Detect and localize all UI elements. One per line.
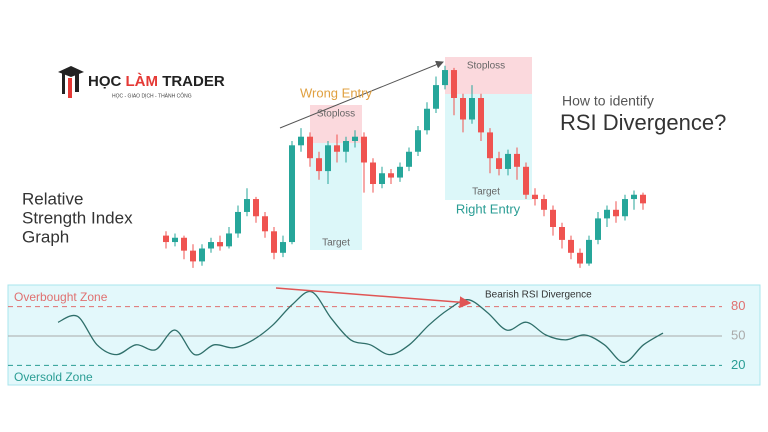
logo-word: HỌC [88,73,122,90]
logo-icon [58,66,84,77]
level-label: 20 [731,357,745,372]
candle-body [343,141,349,152]
candle-body [235,211,241,234]
logo: HỌC LÀM TRADER HỌC - GIAO DỊCH - THÀNH C… [58,66,225,99]
level-label: 50 [731,327,745,342]
candle-body [550,209,556,227]
candle-body [541,199,547,210]
zone-label: Oversold Zone [14,370,93,384]
candle-body [244,199,250,212]
candle-body [469,98,475,120]
candle-body [505,153,511,169]
candle-body [415,130,421,152]
candle-body [514,153,520,167]
candle-body [325,145,331,172]
target-label: Target [322,238,350,249]
candle-body [289,145,295,243]
level-label: 80 [731,298,745,313]
candle-body [622,199,628,217]
heading: Strength Index [22,208,133,227]
candle-body [181,237,187,251]
candle-body [388,173,394,178]
zone-label: Overbought Zone [14,290,108,304]
candle-body [280,242,286,253]
candle-body [433,85,439,109]
candle-body [352,136,358,141]
candle-body [487,132,493,159]
candle-body [379,173,385,184]
heading: Graph [22,227,69,246]
candle-body [613,209,619,217]
candle-body [298,136,304,146]
candle-body [424,108,430,131]
candle-body [307,136,313,159]
plot: 20 50 80 [8,65,745,372]
stoploss-label: Stoploss [467,61,505,72]
trend-arrow [279,60,444,129]
candle-body [568,239,574,253]
candle-body [172,237,178,243]
candle-body [631,194,637,200]
candle-body [523,166,529,195]
subtitle: How to identify [562,93,654,109]
candle-body [577,252,583,264]
candle-body [370,162,376,184]
candle-body [595,218,601,240]
rsi-line [57,290,664,364]
candle-body [316,158,322,172]
title: RSI Divergence? [560,110,726,135]
divergence-label: Bearish RSI Divergence [485,290,592,301]
logo-icon [68,78,72,98]
candle-body [253,199,259,217]
rsi-panel [7,284,761,386]
divergence-arrow [275,287,472,309]
candle-body [208,242,214,249]
candle-body [361,136,367,163]
candle-body [460,98,466,120]
logo-text: HỌC LÀM TRADER [88,73,225,90]
logo-icon [62,72,65,94]
logo-word: LÀM [126,73,159,90]
target-label: Target [472,187,500,198]
candle-body [532,194,538,200]
candle-body [163,235,169,243]
candle-body [190,250,196,262]
candle-body [199,248,205,262]
candle-body [271,231,277,253]
candle-body [496,158,502,169]
stoploss-box [445,57,532,94]
candle-body [640,194,646,204]
candle-body [334,145,340,152]
stoploss-label: Stoploss [317,109,355,120]
candle-body [478,98,484,133]
candle-body [559,227,565,240]
candle-body [226,233,232,247]
candle-body [586,239,592,264]
candle-body [451,70,457,98]
candle-body [406,151,412,167]
logo-tagline: HỌC - GIAO DỊCH - THÀNH CÔNG [112,92,192,99]
stoploss-box [310,105,362,143]
candle-body [397,166,403,178]
candle-body [217,242,223,247]
candle-body [604,209,610,219]
logo-word: TRADER [162,73,225,90]
logo-icon [75,74,79,92]
wrong-entry-label: Wrong Entry [300,85,373,100]
heading: Relative [22,189,83,208]
right-entry-label: Right Entry [456,201,521,216]
candle-body [262,216,268,232]
candle-body [442,70,448,86]
